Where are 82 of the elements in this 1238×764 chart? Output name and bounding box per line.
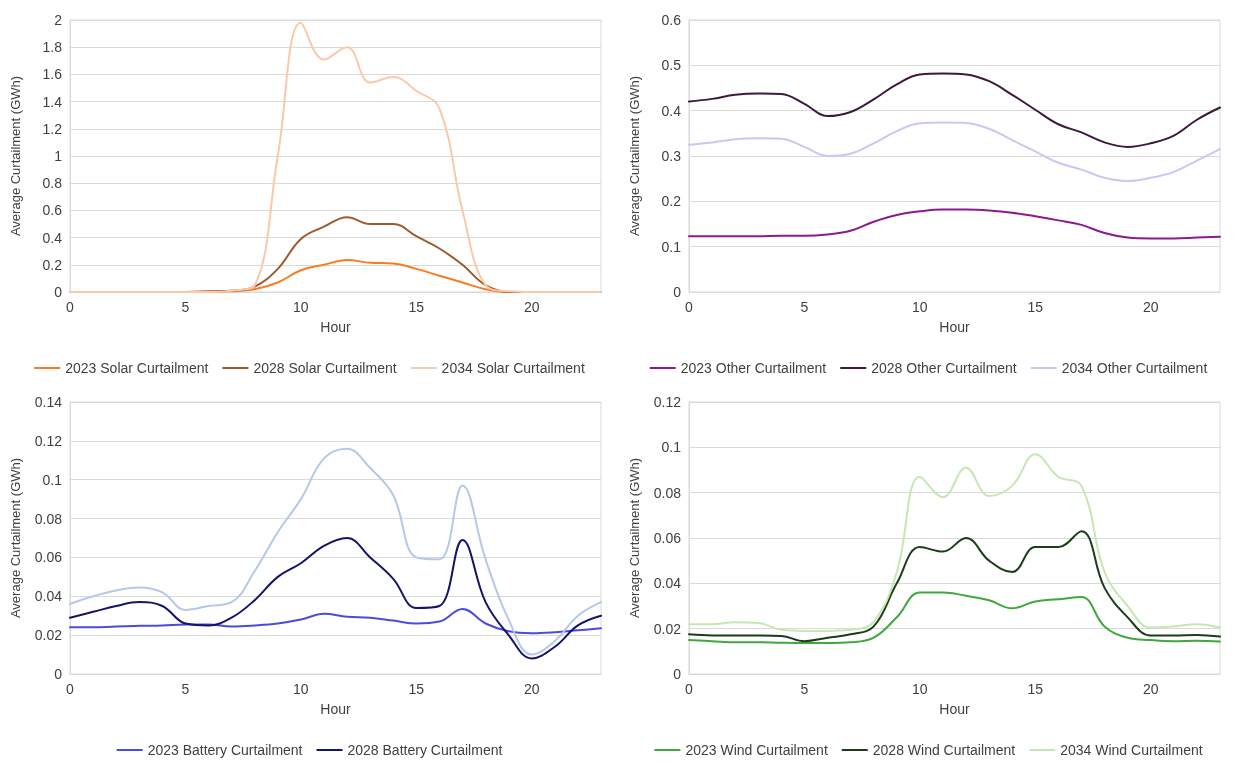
legend-label: 2028 Solar Curtailment — [253, 360, 397, 376]
line-series — [69, 537, 602, 660]
x-tick-label: 0 — [66, 299, 75, 315]
y-tick-label: 0.6 — [661, 12, 682, 28]
y-tick-label: 0.4 — [42, 229, 63, 246]
y-tick-label: 0 — [54, 284, 63, 300]
y-tick-label: 0.08 — [34, 510, 63, 527]
line-series — [69, 447, 602, 656]
y-tick-label: 0.6 — [42, 202, 63, 219]
x-tick-label: 10 — [912, 681, 928, 697]
y-tick-label: 0.2 — [661, 193, 682, 210]
line-series — [69, 21, 602, 293]
x-tick-label: 5 — [800, 681, 809, 697]
x-tick-label: 10 — [912, 299, 928, 315]
line-series — [688, 591, 1221, 644]
x-tick-label: 20 — [1142, 299, 1159, 315]
x-tick-label: 0 — [685, 299, 694, 315]
y-tick-label: 1.4 — [42, 93, 63, 110]
x-tick-label: 20 — [1142, 681, 1159, 697]
x-tick-label: 10 — [293, 299, 309, 315]
y-tick-label: 0.4 — [661, 102, 682, 119]
x-tick-label: 0 — [66, 681, 75, 697]
legend-label: 2028 Battery Curtailment — [347, 742, 503, 758]
x-axis-title: Hour — [320, 319, 351, 335]
y-tick-label: 0 — [673, 666, 682, 682]
y-tick-label: 0 — [54, 666, 63, 682]
y-tick-label: 0.1 — [42, 471, 63, 488]
y-tick-label: 0.06 — [653, 530, 682, 546]
legend-label: 2028 Other Curtailment — [871, 360, 1017, 376]
legend-label: 2023 Battery Curtailment — [147, 742, 303, 758]
y-axis-title: Average Curtailment (GWh) — [8, 457, 23, 619]
y-tick-label: 0.02 — [653, 620, 682, 637]
y-tick-label: 0.3 — [661, 148, 682, 164]
y-tick-label: 1.2 — [42, 120, 63, 137]
legend-label: 2023 Other Curtailment — [680, 360, 827, 376]
x-tick-label: 5 — [181, 299, 190, 315]
y-axis-title: Average Curtailment (GWh) — [8, 75, 23, 237]
y-tick-label: 1.8 — [42, 39, 63, 56]
x-tick-label: 15 — [408, 681, 425, 697]
y-tick-label: 0.5 — [661, 57, 682, 74]
x-tick-label: 15 — [1027, 299, 1044, 315]
line-series — [688, 208, 1221, 240]
x-tick-label: 20 — [523, 681, 540, 697]
y-tick-label: 2 — [54, 12, 63, 28]
x-tick-label: 5 — [181, 681, 190, 697]
y-tick-label: 0.14 — [34, 394, 63, 410]
legend-label: 2034 Solar Curtailment — [441, 360, 585, 376]
y-tick-label: 0.08 — [653, 484, 682, 501]
x-axis-title: Hour — [939, 701, 970, 717]
x-tick-label: 0 — [685, 681, 694, 697]
x-tick-label: 10 — [293, 681, 309, 697]
y-axis-title: Average Curtailment (GWh) — [627, 75, 642, 237]
legend-label: 2028 Wind Curtailment — [872, 742, 1016, 758]
legend-label: 2023 Solar Curtailment — [65, 360, 209, 376]
y-tick-label: 0.1 — [661, 439, 682, 456]
y-tick-label: 1 — [54, 148, 63, 164]
y-tick-label: 0 — [673, 284, 682, 300]
x-axis-title: Hour — [939, 319, 970, 335]
y-axis-title: Average Curtailment (GWh) — [627, 457, 642, 619]
legend-label: 2023 Wind Curtailment — [685, 742, 828, 758]
line-series — [688, 530, 1221, 643]
y-tick-label: 0.8 — [42, 175, 63, 192]
x-axis-title: Hour — [320, 701, 351, 717]
y-tick-label: 0.12 — [34, 432, 63, 449]
legend-label: 2034 Wind Curtailment — [1060, 742, 1203, 758]
line-series — [688, 453, 1221, 632]
y-tick-label: 0.1 — [661, 238, 682, 255]
line-series — [688, 121, 1221, 182]
y-tick-label: 0.04 — [653, 575, 682, 592]
x-tick-label: 15 — [408, 299, 425, 315]
y-tick-label: 0.04 — [34, 588, 63, 605]
y-tick-label: 0.2 — [42, 256, 63, 273]
x-tick-label: 5 — [800, 299, 809, 315]
line-series — [69, 607, 602, 635]
y-tick-label: 0.06 — [34, 549, 63, 566]
x-tick-label: 15 — [1027, 681, 1044, 697]
x-tick-label: 20 — [523, 299, 540, 315]
legend-label: 2034 Other Curtailment — [1061, 360, 1208, 376]
y-tick-label: 0.12 — [653, 394, 682, 410]
y-tick-label: 1.6 — [42, 66, 63, 83]
line-series — [688, 72, 1221, 148]
y-tick-label: 0.02 — [34, 627, 63, 644]
